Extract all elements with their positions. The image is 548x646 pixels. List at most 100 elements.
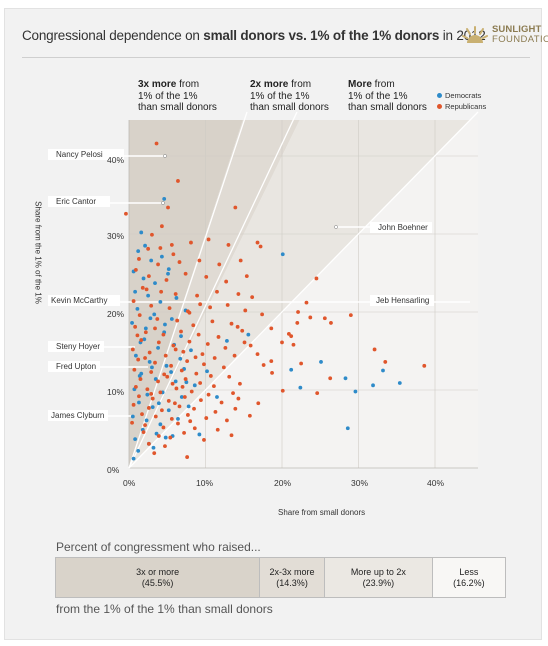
- republicans-point-11: [226, 243, 231, 247]
- democrats-point-30: [173, 379, 178, 384]
- callout-clyburn[interactable]: James Clyburn: [51, 411, 105, 420]
- republicans-point-110: [159, 408, 164, 413]
- legend-item-republicans[interactable]: Republicans: [437, 101, 486, 112]
- callout-bg-clyburn: [48, 410, 108, 421]
- callout-hoyer[interactable]: Steny Hoyer: [56, 342, 101, 351]
- republicans-point-21: [146, 274, 151, 279]
- y-tick-30: 30%: [107, 231, 125, 241]
- republicans-point-43: [175, 318, 180, 323]
- republicans-point-111: [177, 404, 182, 409]
- segment-3x-or-more[interactable]: 3x or more (45.5%): [56, 558, 261, 597]
- republicans-point-17: [197, 258, 202, 263]
- republicans-point-34: [131, 299, 136, 303]
- wedge-more-line3: than small donors: [348, 102, 427, 113]
- democrats-point-11: [174, 296, 179, 300]
- republicans-point-160: [158, 246, 163, 250]
- democrats-point-19: [179, 334, 183, 339]
- summary-title: Percent of congressment who raised...: [56, 540, 261, 554]
- segment-2x3x-label: 2x-3x more: [269, 566, 315, 577]
- callout-upton[interactable]: Fred Upton: [56, 362, 97, 371]
- democrats-point-42: [158, 422, 163, 427]
- republicans-point-107: [256, 401, 261, 406]
- republicans-point-115: [140, 412, 144, 417]
- democrats-point-68: [139, 230, 144, 235]
- republicans-point-33: [250, 295, 255, 300]
- callout-cantor[interactable]: Eric Cantor: [56, 197, 97, 206]
- republicans-point-108: [131, 402, 136, 407]
- wedge-label-more: More from 1% of the 1% than small donors: [348, 79, 427, 114]
- republicans-point-81: [194, 371, 199, 376]
- segment-3x-pct: (45.5%): [141, 577, 174, 588]
- republicans-point-69: [232, 353, 237, 358]
- democrats-point-31: [192, 383, 197, 388]
- republicans-point-74: [202, 362, 206, 367]
- legend-item-democrats[interactable]: Democrats: [437, 90, 486, 101]
- democrats-point-26: [164, 363, 169, 368]
- wedge-more-line2: 1% of the 1%: [348, 90, 408, 102]
- republicans-point-120: [225, 418, 229, 423]
- republicans-point-60: [205, 342, 210, 346]
- democrats-point-48: [133, 437, 138, 442]
- democrats-point-45: [154, 431, 159, 436]
- democrats-point-63: [353, 389, 358, 394]
- callout-hensarling[interactable]: Jeb Hensarling: [376, 296, 430, 305]
- democrats-point-58: [280, 252, 285, 257]
- democrats-point-65: [381, 368, 385, 373]
- republicans-point-128: [229, 433, 234, 438]
- democrats-point-7: [166, 271, 170, 276]
- democrats-point-8: [133, 289, 138, 294]
- democrats-point-41: [144, 418, 149, 423]
- republicans-point-53: [216, 335, 221, 339]
- republicans-point-19: [238, 258, 243, 263]
- wedge-more-bold: More: [348, 79, 372, 90]
- republicans-point-71: [153, 360, 157, 365]
- republicans-point-78: [149, 370, 154, 374]
- wedge-more-rest: from: [371, 79, 395, 90]
- republicans-point-22: [164, 278, 169, 282]
- republicans-point-146: [372, 347, 377, 352]
- republicans-point-1: [176, 179, 180, 183]
- segment-less[interactable]: Less (16.2%): [432, 558, 506, 597]
- republicans-point-155: [269, 359, 274, 364]
- democrats-point-51: [136, 448, 141, 453]
- democrats-point-29: [153, 377, 158, 381]
- republicans-point-169: [180, 384, 185, 389]
- segment-less-pct: (16.2%): [453, 577, 485, 588]
- democrats-point-14: [169, 317, 174, 321]
- republicans-point-136: [185, 455, 190, 459]
- sunlight-logo[interactable]: SUNLIGHT FOUNDATION: [462, 22, 548, 52]
- democrats-point-12: [135, 306, 140, 311]
- x-tick-20: 20%: [274, 478, 292, 488]
- republicans-swatch: [437, 104, 442, 109]
- legend-label-republicans: Republicans: [445, 102, 487, 111]
- republicans-point-151: [291, 342, 296, 347]
- callout-pelosi[interactable]: Nancy Pelosi: [56, 150, 103, 159]
- callout-bg-upton: [48, 361, 100, 372]
- republicans-point-85: [138, 377, 143, 381]
- segment-more-up-to-2x[interactable]: More up to 2x (23.9%): [324, 558, 433, 597]
- callout-mccarthy[interactable]: Kevin McCarthy: [51, 296, 108, 305]
- republicans-point-147: [383, 360, 388, 364]
- summary-footer: from the 1% of the 1% than small donors: [56, 602, 273, 616]
- republicans-point-3: [124, 211, 128, 216]
- republicans-point-57: [156, 340, 161, 345]
- democrats-point-5: [141, 276, 146, 281]
- democrats-point-70: [142, 337, 147, 342]
- republicans-point-135: [163, 444, 167, 449]
- republicans-point-47: [260, 312, 265, 317]
- republicans-point-122: [130, 420, 134, 425]
- democrats-point-64: [371, 383, 375, 388]
- democrats-point-0: [143, 243, 147, 248]
- callout-bg-pelosi: [48, 149, 124, 160]
- callout-boehner[interactable]: John Boehner: [378, 223, 428, 232]
- sun-icon: [462, 26, 488, 43]
- republicans-point-20: [133, 267, 138, 272]
- republicans-point-157: [255, 352, 260, 357]
- segment-2x-3x[interactable]: 2x-3x more (14.3%): [260, 558, 325, 597]
- marker-boehner: [334, 225, 338, 229]
- democrats-point-3: [159, 254, 164, 259]
- x-tick-40: 40%: [427, 478, 445, 488]
- republicans-point-29: [173, 292, 178, 296]
- democrats-point-59: [289, 367, 294, 372]
